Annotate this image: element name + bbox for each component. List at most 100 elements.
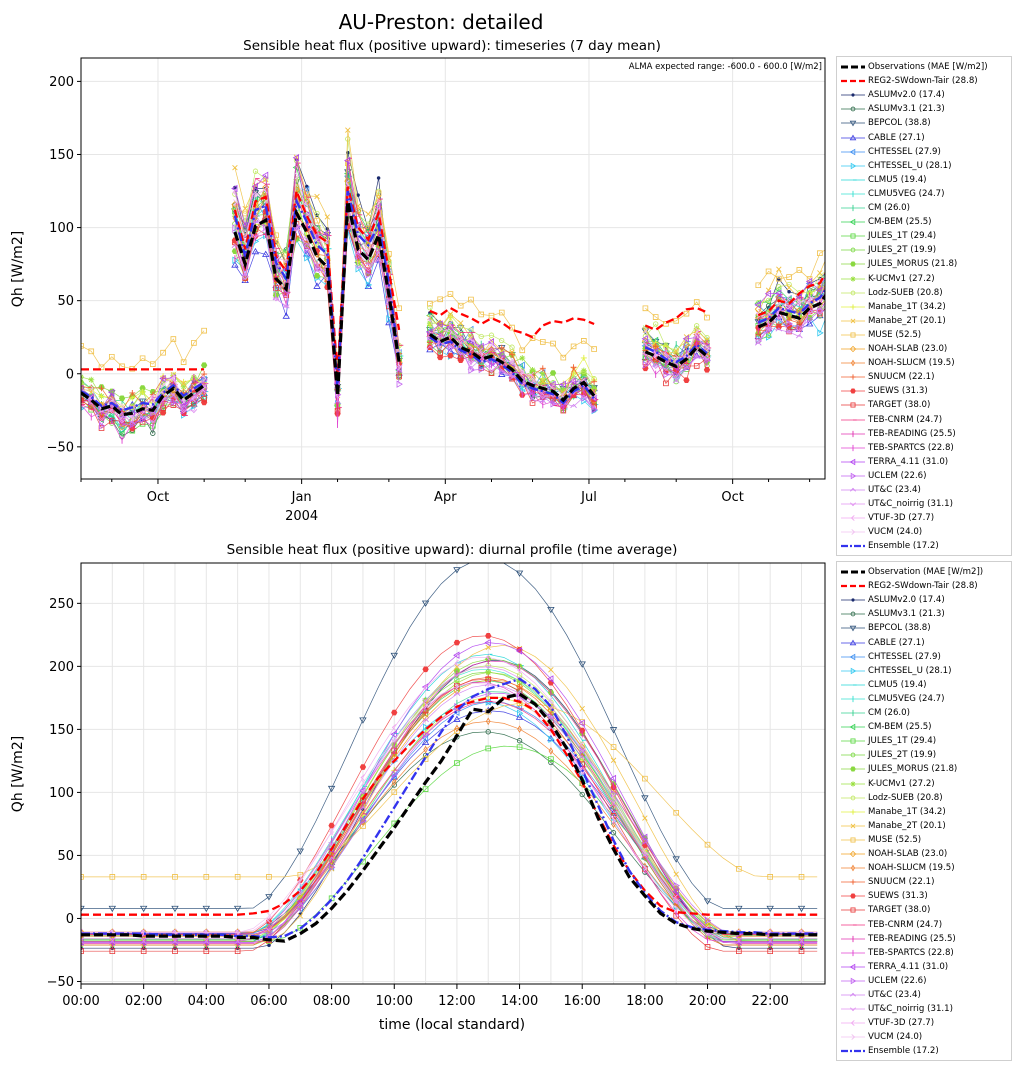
diurnal-point: [736, 948, 742, 955]
timeseries-point: [261, 171, 269, 180]
diurnal-legend-swatch: [841, 949, 865, 956]
timeseries-point: [786, 274, 792, 280]
diurnal-point: [171, 938, 178, 946]
timeseries-point: [816, 311, 824, 316]
timeseries-point: [529, 400, 536, 406]
timeseries-point: [827, 299, 833, 304]
timeseries-point: [765, 268, 772, 275]
diurnal-legend-swatch: [841, 977, 865, 985]
diurnal-legend-marker: [849, 653, 856, 660]
diurnal-point: [202, 905, 211, 913]
diurnal-xtick-label: 14:00: [501, 994, 538, 1009]
diurnal-line-TEB-READING: [81, 660, 818, 944]
timeseries-point: [828, 274, 831, 280]
timeseries-point: [170, 336, 177, 342]
diurnal-point: [610, 803, 617, 808]
timeseries-point: [365, 281, 373, 289]
diurnal-reference-line: [81, 696, 818, 916]
timeseries-point: [314, 193, 320, 200]
timeseries-point: [241, 273, 249, 278]
diurnal-point: [391, 778, 397, 786]
timeseries-point: [663, 380, 669, 387]
timeseries-point: [118, 429, 125, 438]
diurnal-legend-swatch: [841, 864, 865, 872]
timeseries-legend-swatch: [841, 121, 865, 127]
diurnal-legend-swatch: [841, 780, 865, 787]
timeseries-point: [663, 350, 668, 357]
diurnal-point: [643, 864, 648, 872]
diurnal-legend-swatch: [841, 723, 865, 731]
diurnal-axes-frame: [80, 562, 826, 985]
diurnal-point: [579, 705, 585, 712]
timeseries-point: [180, 383, 187, 390]
timeseries-point: [653, 353, 658, 360]
diurnal-point: [453, 651, 460, 659]
diurnal-legend-label: CHTESSEL_U (28.1): [868, 665, 952, 676]
diurnal-point: [423, 731, 430, 739]
timeseries-legend-marker: [850, 388, 856, 394]
diurnal-xtick-label: 02:00: [125, 994, 162, 1009]
diurnal-legend-label: JULES_MORUS (21.8): [868, 764, 958, 775]
timeseries-point: [652, 314, 659, 320]
diurnal-point: [515, 647, 523, 655]
timeseries-legend-marker: [850, 261, 856, 267]
diurnal-point: [390, 738, 398, 743]
diurnal-point: [327, 785, 336, 793]
timeseries-point: [467, 333, 474, 340]
diurnal-legend-label: UCLEM (22.6): [868, 975, 927, 986]
timeseries-point: [478, 311, 485, 318]
diurnal-point: [611, 793, 616, 801]
diurnal-series-VTUF-3D: [81, 653, 818, 936]
timeseries-point: [560, 386, 567, 393]
diurnal-line-Lodz-SUEB: [81, 665, 818, 940]
timeseries-point: [643, 326, 648, 334]
timeseries-point: [827, 271, 833, 276]
diurnal-legend-swatch: [841, 935, 865, 942]
diurnal-legend-swatch: [841, 795, 865, 800]
timeseries-line-VUCM: [81, 175, 825, 419]
diurnal-point: [453, 672, 461, 677]
diurnal-xtick-label: 12:00: [438, 994, 475, 1009]
timeseries-point: [200, 383, 208, 388]
diurnal-legend-marker: [850, 809, 856, 815]
timeseries-point: [652, 364, 660, 370]
diurnal-point: [579, 746, 587, 755]
diurnal-legend-label: REG2-SWdown-Tair (28.8): [868, 581, 978, 592]
timeseries-axes-frame: [80, 57, 826, 480]
timeseries-point: [232, 224, 239, 232]
timeseries-point: [785, 329, 793, 334]
timeseries-line-Manabe_2T: [81, 130, 825, 415]
diurnal-point: [267, 912, 272, 920]
timeseries-point: [251, 182, 258, 191]
timeseries-legend-swatch: [841, 444, 865, 451]
timeseries-point: [376, 198, 382, 206]
timeseries-point: [673, 317, 679, 324]
diurnal-legend-swatch: [841, 766, 865, 772]
diurnal-series-BEPCOL: [81, 563, 818, 913]
timeseries-point: [99, 422, 106, 430]
timeseries-point: [242, 205, 248, 212]
timeseries-legend-swatch: [841, 290, 865, 295]
timeseries-point: [396, 380, 403, 388]
diurnal-line-TEB-SPARTCS: [81, 682, 818, 942]
diurnal-legend-swatch: [841, 598, 865, 602]
timeseries-point: [570, 403, 577, 409]
diurnal-axes: −50 0 50 100 150 200 250 00:00 02:00 04:00 06:00 08…: [47, 597, 789, 1009]
timeseries-legend-swatch: [841, 275, 865, 282]
diurnal-series-K-UCMv1: [81, 669, 818, 949]
timeseries-point: [292, 154, 300, 162]
diurnal-point: [517, 725, 522, 733]
diurnal-point: [672, 899, 680, 904]
diurnal-point: [797, 938, 805, 946]
timeseries-point: [180, 380, 187, 386]
timeseries-point: [673, 371, 680, 379]
diurnal-point: [609, 727, 618, 734]
diurnal-point: [674, 905, 679, 912]
timeseries-point: [356, 193, 360, 197]
diurnal-legend-marker: [850, 879, 856, 885]
diurnal-point: [140, 936, 147, 942]
timeseries-point: [468, 366, 475, 374]
timeseries-point: [89, 384, 94, 392]
diurnal-ytick-label: 100: [49, 786, 74, 801]
timeseries-point: [81, 397, 84, 404]
